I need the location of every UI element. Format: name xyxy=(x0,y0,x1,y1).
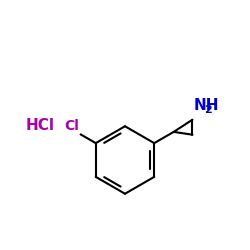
Text: HCl: HCl xyxy=(26,118,54,132)
Text: Cl: Cl xyxy=(64,119,79,133)
Text: 2: 2 xyxy=(204,105,212,115)
Text: NH: NH xyxy=(194,98,219,113)
